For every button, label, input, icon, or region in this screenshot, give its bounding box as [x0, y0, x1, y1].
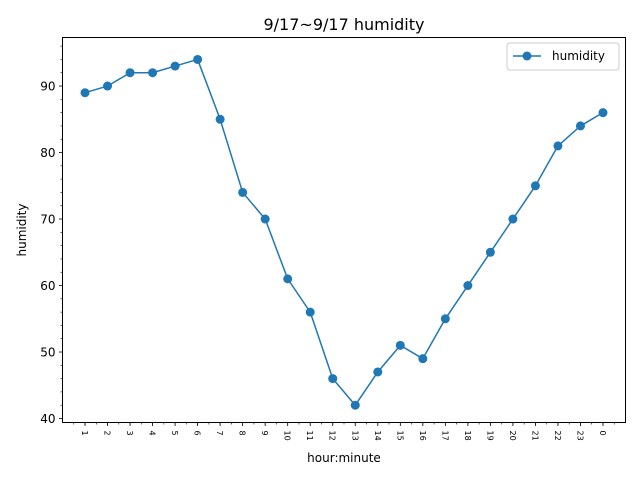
- x-tick-label: 4: [148, 431, 157, 436]
- legend-box: [506, 42, 620, 71]
- x-tick-label: 15: [395, 431, 404, 441]
- x-tick-label: 13: [350, 431, 359, 441]
- plot-frame: [62, 37, 626, 423]
- x-tick-label: 9: [260, 431, 269, 436]
- x-tick-label: 6: [193, 431, 202, 436]
- data-point: [350, 400, 360, 410]
- data-point: [215, 114, 225, 124]
- data-point: [80, 88, 90, 98]
- data-point: [238, 187, 248, 197]
- x-tick-label: 18: [463, 431, 472, 441]
- x-tick-label: 19: [485, 431, 494, 441]
- data-point: [125, 68, 135, 78]
- data-point: [508, 214, 518, 224]
- x-tick-label: 8: [238, 431, 247, 436]
- y-axis-ticks: 40 50 60 70 80 90: [40, 80, 63, 426]
- data-point: [193, 54, 203, 64]
- x-tick-label: 5: [170, 431, 179, 436]
- data-point: [283, 274, 293, 284]
- y-axis-label: humidity: [15, 204, 29, 257]
- data-point: [148, 68, 158, 78]
- x-tick-label: 17: [440, 431, 449, 441]
- data-point: [260, 214, 270, 224]
- x-tick-label: 11: [305, 431, 314, 441]
- y-tick-label: 70: [40, 213, 55, 227]
- y-tick-label: 50: [40, 346, 55, 360]
- data-point: [463, 281, 473, 291]
- legend-marker-swatch: [522, 51, 532, 61]
- series-line-humidity: [84, 58, 604, 406]
- x-tick-label: 2: [103, 431, 112, 436]
- x-axis-label: hour:minute: [307, 451, 381, 465]
- y-tick-label: 90: [40, 80, 55, 94]
- y-tick-label: 40: [40, 412, 55, 426]
- x-tick-label: 3: [125, 431, 134, 436]
- legend-label: humidity: [552, 49, 605, 63]
- x-tick-label: 0: [598, 431, 607, 436]
- legend: humidity: [506, 42, 620, 71]
- x-tick-label: 16: [418, 431, 427, 441]
- x-tick-label: 10: [283, 431, 292, 441]
- data-point: [170, 61, 180, 71]
- data-point: [418, 354, 428, 364]
- data-point: [103, 81, 113, 91]
- data-point: [328, 374, 338, 384]
- x-tick-label: 21: [530, 431, 539, 441]
- x-tick-label: 22: [553, 431, 562, 441]
- data-point: [440, 314, 450, 324]
- data-point: [395, 340, 405, 350]
- data-point: [553, 141, 563, 151]
- x-tick-label: 20: [508, 431, 517, 441]
- x-tick-label: 1: [80, 431, 89, 436]
- chart-title: 9/17~9/17 humidity: [263, 15, 424, 34]
- x-tick-label: 7: [215, 431, 224, 436]
- x-tick-label: 23: [575, 431, 584, 441]
- data-point: [305, 307, 315, 317]
- series-layer: [80, 54, 608, 410]
- data-point: [485, 247, 495, 257]
- x-tick-label: 12: [328, 431, 337, 441]
- y-tick-label: 60: [40, 279, 55, 293]
- data-point: [530, 181, 540, 191]
- y-tick-label: 80: [40, 146, 55, 160]
- x-tick-label: 14: [373, 431, 382, 441]
- data-point: [575, 121, 585, 131]
- x-axis-ticks: 1 2 3 4 5 6 7 8 9 10 11 12 13 14 15 16 17 18 19 20 21 22 23 0: [80, 422, 607, 441]
- data-point: [598, 108, 608, 118]
- data-point: [373, 367, 383, 377]
